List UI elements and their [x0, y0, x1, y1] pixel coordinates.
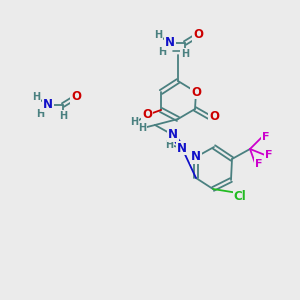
- Text: N: N: [43, 98, 53, 112]
- Text: N: N: [165, 37, 175, 50]
- Text: H: H: [32, 92, 40, 102]
- Text: O: O: [193, 28, 203, 41]
- Text: O: O: [142, 109, 152, 122]
- Text: N: N: [191, 151, 201, 164]
- Text: H: H: [36, 109, 44, 119]
- Text: O: O: [191, 85, 201, 98]
- Text: H: H: [154, 30, 162, 40]
- Text: H: H: [181, 49, 189, 59]
- Text: H: H: [158, 47, 166, 57]
- Text: H: H: [130, 117, 138, 127]
- Text: F: F: [262, 132, 270, 142]
- Text: N: N: [168, 128, 178, 142]
- Text: O: O: [71, 91, 81, 103]
- Text: F: F: [265, 150, 273, 160]
- Text: Cl: Cl: [234, 190, 246, 202]
- Text: H: H: [59, 111, 67, 121]
- Text: H: H: [138, 123, 146, 133]
- Text: F: F: [255, 159, 263, 169]
- Text: O: O: [209, 110, 219, 124]
- Text: H: H: [165, 140, 173, 150]
- Text: N: N: [177, 142, 187, 154]
